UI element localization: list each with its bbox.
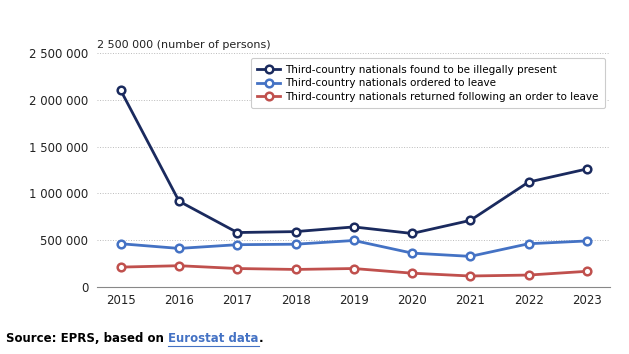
Legend: Third-country nationals found to be illegally present, Third-country nationals o: Third-country nationals found to be ille… (251, 58, 605, 108)
Text: .: . (259, 332, 264, 345)
Text: Eurostat data: Eurostat data (169, 332, 259, 345)
Text: Source: EPRS, based on: Source: EPRS, based on (6, 332, 169, 345)
Text: 2 500 000 (number of persons): 2 500 000 (number of persons) (97, 40, 271, 50)
